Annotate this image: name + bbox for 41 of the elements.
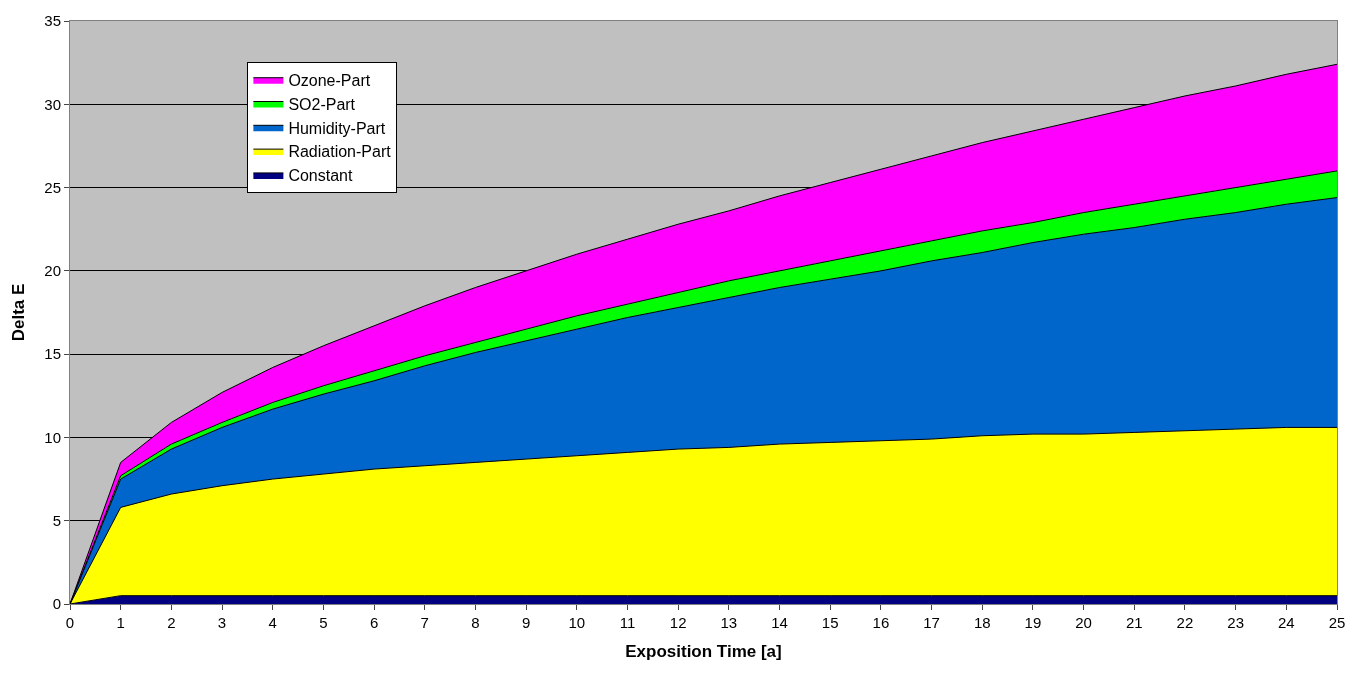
x-tick-label: 11: [619, 614, 636, 631]
x-axis-title: Exposition Time [a]: [625, 642, 782, 662]
x-tick-label: 21: [1125, 614, 1143, 631]
x-tick-label: 10: [568, 614, 586, 631]
legend-label: Ozone-Part: [288, 71, 371, 89]
x-tick-label: 24: [1277, 614, 1295, 631]
x-tick-label: 19: [1024, 614, 1042, 631]
y-tick-label: 35: [44, 12, 61, 30]
x-tick-label: 15: [821, 614, 839, 631]
x-tick-label: 22: [1176, 614, 1194, 631]
x-tick-label: 5: [319, 614, 328, 631]
y-tick-label: 25: [44, 178, 61, 196]
x-tick-label: 2: [167, 614, 176, 631]
y-tick-label: 0: [52, 595, 61, 613]
x-tick-label: 0: [65, 614, 75, 631]
x-tick-label: 1: [116, 614, 125, 631]
x-tick-label: 9: [521, 614, 531, 631]
x-tick-label: 3: [217, 614, 227, 631]
legend-label: Humidity-Part: [288, 119, 386, 137]
x-tick-label: 18: [973, 614, 991, 631]
y-tick-label: 5: [52, 511, 61, 529]
x-tick-label: 25: [1328, 614, 1346, 631]
y-tick-label: 30: [44, 95, 61, 113]
x-tick-label: 20: [1075, 614, 1092, 631]
legend-label: Radiation-Part: [288, 143, 392, 161]
y-tick-label: 10: [44, 428, 61, 446]
x-tick-label: 17: [923, 614, 940, 631]
x-tick-label: 8: [471, 614, 480, 631]
y-tick-label: 15: [44, 345, 61, 363]
x-tick-label: 23: [1227, 614, 1244, 631]
x-tick-label: 13: [720, 614, 738, 631]
legend-label: SO2-Part: [288, 95, 356, 113]
x-tick-label: 6: [369, 614, 379, 631]
x-tick-label: 4: [268, 614, 277, 631]
y-tick-label: 20: [44, 262, 61, 280]
x-tick-label: 16: [872, 614, 890, 631]
x-tick-label: 12: [669, 614, 687, 631]
x-tick-label: 7: [420, 614, 429, 631]
legend-label: Constant: [288, 167, 353, 185]
y-axis-title: Delta E: [8, 283, 28, 342]
x-tick-label: 14: [771, 614, 788, 631]
